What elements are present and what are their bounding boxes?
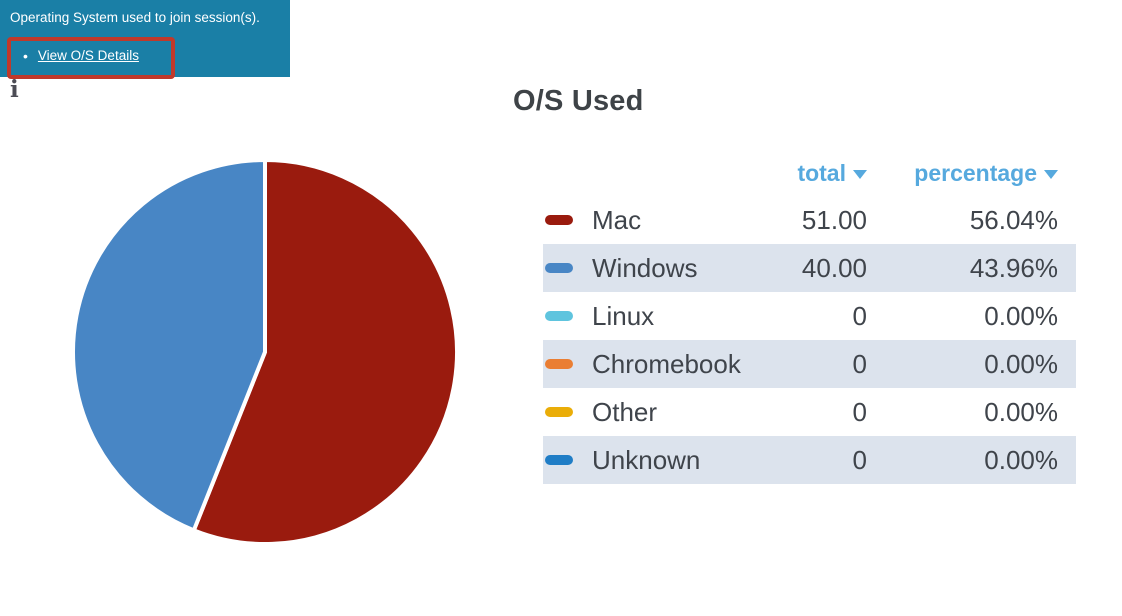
os-name: Windows [592, 252, 698, 283]
percentage-value: 0.00% [984, 348, 1058, 379]
pie-slice-mac[interactable] [191, 158, 459, 546]
os-name: Chromebook [592, 348, 741, 379]
percentage-value: 0.00% [984, 396, 1058, 427]
legend-swatch [545, 359, 573, 369]
percentage-header-label: percentage [914, 159, 1037, 186]
chevron-down-icon [853, 170, 867, 179]
chevron-down-icon [1044, 170, 1058, 179]
total-value: 51.00 [801, 204, 867, 235]
legend-swatch [545, 407, 573, 417]
total-value: 0 [852, 300, 867, 331]
table-row-chromebook[interactable]: Chromebook 0 0.00% [543, 340, 1076, 388]
bullet-icon: • [23, 47, 28, 64]
table-row-windows[interactable]: Windows 40.00 43.96% [543, 244, 1076, 292]
sort-header-percentage[interactable]: percentage [914, 160, 1058, 187]
table-row-unknown[interactable]: Unknown 0 0.00% [543, 436, 1076, 484]
os-name: Linux [592, 300, 655, 331]
percentage-value: 43.96% [969, 252, 1058, 283]
legend-swatch [545, 455, 573, 465]
percentage-value: 56.04% [969, 204, 1058, 235]
tooltip-link-row: • View O/S Details [23, 48, 139, 63]
percentage-value: 0.00% [984, 444, 1058, 475]
info-icon[interactable]: i [10, 76, 19, 103]
os-name: Other [592, 396, 658, 427]
total-value: 40.00 [801, 252, 867, 283]
table-header-row: total percentage [543, 150, 1076, 196]
total-value: 0 [852, 348, 867, 379]
tooltip-text: Operating System used to join session(s)… [10, 10, 260, 25]
os-name: Unknown [592, 444, 701, 475]
table-row-other[interactable]: Other 0 0.00% [543, 388, 1076, 436]
sort-header-total[interactable]: total [797, 160, 867, 187]
os-table: total percentage Mac 51.00 56.04% Window… [543, 150, 1076, 484]
os-tooltip: Operating System used to join session(s)… [0, 0, 290, 79]
legend-swatch [545, 263, 573, 273]
pie-slice-windows[interactable] [71, 158, 267, 533]
pie-chart [71, 158, 459, 546]
legend-swatch [545, 311, 573, 321]
table-row-linux[interactable]: Linux 0 0.00% [543, 292, 1076, 340]
table-row-mac[interactable]: Mac 51.00 56.04% [543, 196, 1076, 244]
chart-title: O/S Used [513, 85, 644, 117]
total-value: 0 [852, 444, 867, 475]
total-value: 0 [852, 396, 867, 427]
view-os-details-link[interactable]: View O/S Details [37, 48, 139, 63]
percentage-value: 0.00% [984, 300, 1058, 331]
os-name: Mac [592, 204, 642, 235]
table-body: Mac 51.00 56.04% Windows 40.00 43.96% Li… [543, 196, 1076, 484]
total-header-label: total [797, 159, 846, 186]
legend-swatch [545, 215, 573, 225]
